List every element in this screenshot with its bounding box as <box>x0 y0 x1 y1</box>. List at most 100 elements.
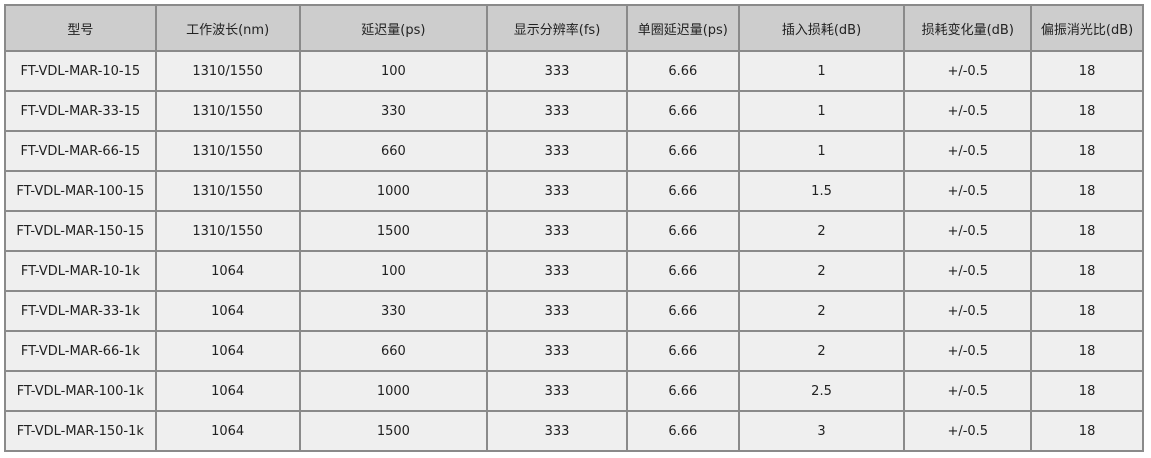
table-cell: +/-0.5 <box>903 250 1033 292</box>
table-cell: 660 <box>298 330 489 372</box>
table-cell: 100 <box>298 250 489 292</box>
table-cell: 18 <box>1030 170 1144 212</box>
table-cell: +/-0.5 <box>903 170 1033 212</box>
table-cell: 6.66 <box>625 370 740 412</box>
table-cell: +/-0.5 <box>903 90 1033 132</box>
column-header: 显示分辨率(fs) <box>486 4 628 52</box>
table-cell: 1 <box>737 50 906 92</box>
header-row: 型号 工作波长(nm) 延迟量(ps) 显示分辨率(fs) 单圈延迟量(ps) 插入损耗(… <box>4 4 1144 52</box>
product-spec-table: 型号 工作波长(nm) 延迟量(ps) 显示分辨率(fs) 单圈延迟量(ps) 插入损耗(… <box>4 4 1144 452</box>
table-cell: +/-0.5 <box>903 330 1033 372</box>
table-cell: FT-VDL-MAR-100-15 <box>4 170 157 212</box>
table-cell: 2 <box>737 210 906 252</box>
table-cell: FT-VDL-MAR-150-1k <box>4 410 157 452</box>
column-header: 单圈延迟量(ps) <box>625 4 740 52</box>
table-cell: 1000 <box>298 370 489 412</box>
table-cell: 18 <box>1030 90 1144 132</box>
table-cell: 1310/1550 <box>154 50 301 92</box>
column-header: 偏振消光比(dB) <box>1030 4 1144 52</box>
table-cell: 330 <box>298 290 489 332</box>
table-cell: 18 <box>1030 210 1144 252</box>
table-row: FT-VDL-MAR-10-1k 1064 100 333 6.66 2 +/-0.5 18 <box>4 250 1144 292</box>
table-row: FT-VDL-MAR-10-15 1310/1550 100 333 6.66 1 +/-0… <box>4 50 1144 92</box>
table-cell: FT-VDL-MAR-33-1k <box>4 290 157 332</box>
table-row: FT-VDL-MAR-66-15 1310/1550 660 333 6.66 1 +/-0… <box>4 130 1144 172</box>
table-cell: 18 <box>1030 130 1144 172</box>
table-cell: 18 <box>1030 290 1144 332</box>
table-cell: 333 <box>486 330 628 372</box>
table-cell: 1064 <box>154 330 301 372</box>
table-cell: 333 <box>486 90 628 132</box>
table-row: FT-VDL-MAR-33-15 1310/1550 330 333 6.66 1 +/-0… <box>4 90 1144 132</box>
table-cell: 18 <box>1030 250 1144 292</box>
column-header: 延迟量(ps) <box>298 4 489 52</box>
table-cell: 333 <box>486 370 628 412</box>
table-cell: 333 <box>486 130 628 172</box>
table-row: FT-VDL-MAR-150-15 1310/1550 1500 333 6.66 2 +/… <box>4 210 1144 252</box>
table-cell: 6.66 <box>625 130 740 172</box>
column-header: 插入损耗(dB) <box>737 4 906 52</box>
table-cell: 1064 <box>154 290 301 332</box>
table-cell: 330 <box>298 90 489 132</box>
table-cell: 1.5 <box>737 170 906 212</box>
table-cell: 2 <box>737 290 906 332</box>
table-cell: 6.66 <box>625 410 740 452</box>
table-cell: 333 <box>486 210 628 252</box>
table-cell: FT-VDL-MAR-100-1k <box>4 370 157 412</box>
column-header: 工作波长(nm) <box>154 4 301 52</box>
table-cell: 18 <box>1030 410 1144 452</box>
table-cell: +/-0.5 <box>903 50 1033 92</box>
table-cell: 1064 <box>154 370 301 412</box>
table-cell: +/-0.5 <box>903 410 1033 452</box>
table-cell: 18 <box>1030 50 1144 92</box>
table-row: FT-VDL-MAR-150-1k 1064 1500 333 6.66 3 +/-0.5 1… <box>4 410 1144 452</box>
table-cell: FT-VDL-MAR-150-15 <box>4 210 157 252</box>
table-cell: 6.66 <box>625 250 740 292</box>
table-row: FT-VDL-MAR-66-1k 1064 660 333 6.66 2 +/-0.5 18 <box>4 330 1144 372</box>
table-cell: 1500 <box>298 410 489 452</box>
table-cell: 333 <box>486 50 628 92</box>
table-cell: 1310/1550 <box>154 210 301 252</box>
table-cell: 1310/1550 <box>154 90 301 132</box>
table-cell: 2.5 <box>737 370 906 412</box>
table-cell: +/-0.5 <box>903 370 1033 412</box>
table-cell: 2 <box>737 250 906 292</box>
table-cell: 333 <box>486 170 628 212</box>
table-cell: 1064 <box>154 410 301 452</box>
table-cell: FT-VDL-MAR-66-15 <box>4 130 157 172</box>
table-cell: FT-VDL-MAR-33-15 <box>4 90 157 132</box>
table-cell: 333 <box>486 410 628 452</box>
table-cell: FT-VDL-MAR-10-15 <box>4 50 157 92</box>
table-cell: FT-VDL-MAR-66-1k <box>4 330 157 372</box>
table-cell: 18 <box>1030 330 1144 372</box>
table-cell: 1 <box>737 130 906 172</box>
table-cell: 6.66 <box>625 210 740 252</box>
table-cell: 660 <box>298 130 489 172</box>
table-row: FT-VDL-MAR-100-1k 1064 1000 333 6.66 2.5 +/-0.… <box>4 370 1144 412</box>
table-cell: 1000 <box>298 170 489 212</box>
column-header: 型号 <box>4 4 157 52</box>
column-header: 损耗变化量(dB) <box>903 4 1033 52</box>
table-cell: 18 <box>1030 370 1144 412</box>
table-cell: 333 <box>486 290 628 332</box>
table-cell: 100 <box>298 50 489 92</box>
table-cell: +/-0.5 <box>903 210 1033 252</box>
table-cell: 333 <box>486 250 628 292</box>
table-cell: 2 <box>737 330 906 372</box>
table-cell: FT-VDL-MAR-10-1k <box>4 250 157 292</box>
table-cell: 1500 <box>298 210 489 252</box>
table-cell: 6.66 <box>625 290 740 332</box>
table-row: FT-VDL-MAR-100-15 1310/1550 1000 333 6.66 1.5… <box>4 170 1144 212</box>
table-cell: +/-0.5 <box>903 130 1033 172</box>
table-cell: 1310/1550 <box>154 170 301 212</box>
table-cell: 1 <box>737 90 906 132</box>
table-row: FT-VDL-MAR-33-1k 1064 330 333 6.66 2 +/-0.5 18 <box>4 290 1144 332</box>
table-cell: 6.66 <box>625 170 740 212</box>
table-cell: 6.66 <box>625 90 740 132</box>
table-cell: 6.66 <box>625 50 740 92</box>
table-cell: 3 <box>737 410 906 452</box>
table-cell: +/-0.5 <box>903 290 1033 332</box>
table-cell: 6.66 <box>625 330 740 372</box>
table-cell: 1064 <box>154 250 301 292</box>
table-cell: 1310/1550 <box>154 130 301 172</box>
